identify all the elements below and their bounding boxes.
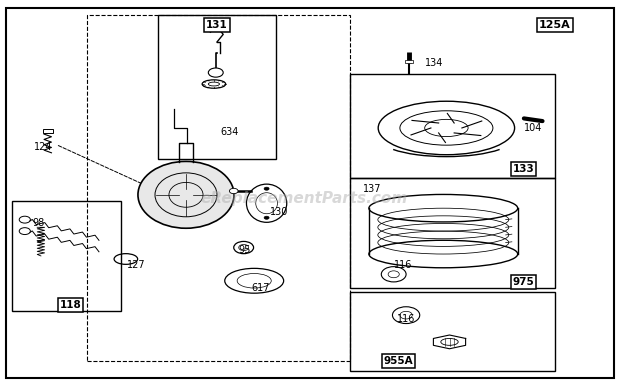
Bar bbox=[405, 60, 413, 63]
Bar bbox=[158, 15, 276, 159]
Text: 98: 98 bbox=[32, 219, 45, 228]
Text: 130: 130 bbox=[270, 207, 288, 217]
Text: 116: 116 bbox=[397, 314, 415, 324]
Circle shape bbox=[208, 68, 223, 77]
Circle shape bbox=[264, 216, 269, 219]
Text: eReplacementParts.com: eReplacementParts.com bbox=[200, 191, 407, 206]
Text: 95: 95 bbox=[239, 245, 251, 255]
Circle shape bbox=[229, 188, 238, 194]
Text: 131: 131 bbox=[206, 20, 228, 30]
Text: 975: 975 bbox=[512, 277, 534, 287]
Text: 124: 124 bbox=[34, 142, 53, 152]
Text: 955A: 955A bbox=[384, 356, 414, 366]
Text: 617: 617 bbox=[251, 283, 270, 293]
Text: 133: 133 bbox=[512, 164, 534, 174]
Text: 634: 634 bbox=[220, 127, 239, 137]
Bar bbox=[43, 129, 53, 133]
Circle shape bbox=[19, 228, 30, 235]
Text: 118: 118 bbox=[60, 300, 82, 310]
Text: 134: 134 bbox=[425, 58, 443, 68]
Bar bbox=[87, 15, 350, 361]
Circle shape bbox=[19, 216, 30, 223]
Bar bbox=[350, 178, 555, 288]
Text: 127: 127 bbox=[127, 261, 146, 270]
Ellipse shape bbox=[138, 161, 234, 228]
Text: 116: 116 bbox=[394, 261, 412, 270]
Text: 137: 137 bbox=[363, 184, 381, 194]
Text: 104: 104 bbox=[524, 123, 542, 133]
Circle shape bbox=[264, 187, 269, 190]
Bar bbox=[350, 292, 555, 371]
Text: 125A: 125A bbox=[539, 20, 571, 30]
Bar bbox=[12, 201, 121, 311]
Bar bbox=[350, 74, 555, 178]
